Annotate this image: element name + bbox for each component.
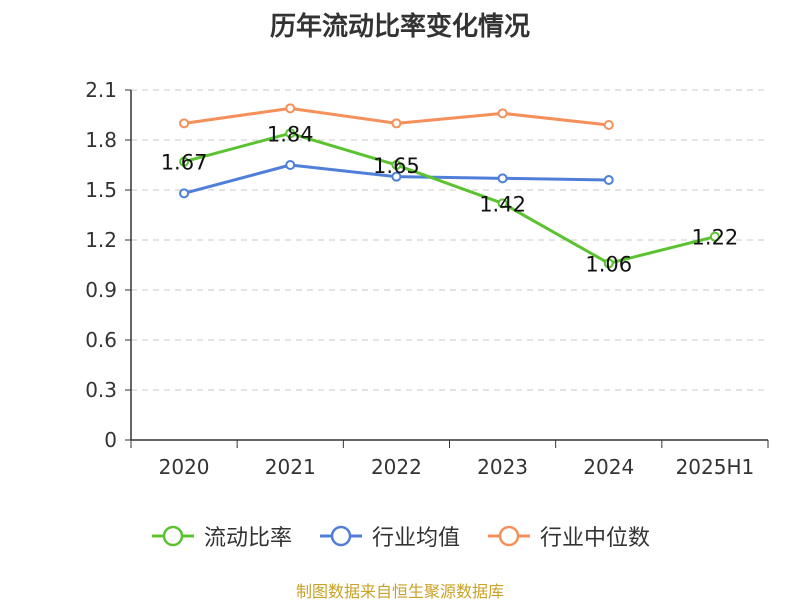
- legend-item-current-ratio[interactable]: 流动比率: [150, 520, 292, 552]
- series-line: [183, 131, 716, 265]
- legend: 流动比率 行业均值 行业中位数: [0, 520, 800, 552]
- data-label: 1.22: [692, 226, 739, 250]
- x-tick-label: 2020: [159, 455, 210, 479]
- data-label: 1.06: [585, 252, 632, 276]
- legend-label-industry-mean: 行业均值: [371, 526, 460, 551]
- data-label: 1.84: [267, 122, 314, 146]
- data-point: [285, 160, 296, 170]
- source-footer: 制图数据来自恒生聚源数据库: [295, 582, 504, 601]
- legend-swatch-industry-mean: [319, 525, 362, 547]
- x-tick-label: 2022: [371, 455, 422, 479]
- legend-swatch-current-ratio: [151, 525, 194, 547]
- data-label: 1.67: [161, 151, 208, 175]
- y-tick-label: 1.8: [85, 128, 117, 152]
- y-tick-label: 1.5: [85, 178, 117, 202]
- data-point: [179, 118, 190, 129]
- data-point: [497, 198, 508, 209]
- x-tick-label: 2021: [265, 455, 316, 479]
- legend-swatch-industry-median: [488, 525, 530, 547]
- data-point: [285, 103, 296, 114]
- x-tick-label: 2025H1: [676, 455, 755, 479]
- data-point: [391, 118, 402, 129]
- data-point: [497, 173, 508, 184]
- x-tick-label: 2023: [477, 455, 528, 479]
- y-tick-label: 0.3: [85, 378, 117, 402]
- y-tick-label: 0: [104, 428, 117, 452]
- y-tick-label: 0.6: [85, 328, 117, 352]
- data-label: 1.42: [479, 192, 526, 216]
- legend-label-current-ratio: 流动比率: [203, 526, 292, 551]
- legend-swatch-marker: [162, 525, 184, 547]
- data-point: [603, 175, 614, 185]
- data-label: 1.65: [373, 154, 420, 178]
- data-point: [603, 258, 614, 269]
- data-point: [709, 231, 720, 242]
- data-point: [391, 171, 402, 182]
- y-tick-label: 1.2: [85, 228, 117, 252]
- chart-title: 历年流动比率变化情况: [269, 12, 530, 42]
- data-point: [285, 128, 296, 139]
- legend-item-industry-median[interactable]: 行业中位数: [486, 520, 650, 552]
- legend-swatch-marker: [330, 525, 352, 547]
- data-point: [497, 108, 508, 119]
- legend-swatch-marker: [498, 525, 520, 547]
- legend-label-industry-median: 行业中位数: [540, 526, 651, 551]
- data-point: [391, 160, 402, 170]
- y-tick-label: 2.1: [85, 78, 117, 102]
- x-tick-label: 2024: [583, 455, 634, 479]
- data-point: [603, 120, 614, 130]
- data-point: [179, 188, 190, 199]
- legend-item-industry-mean[interactable]: 行业均值: [318, 520, 460, 552]
- y-tick-label: 0.9: [85, 278, 117, 302]
- data-point: [179, 156, 190, 167]
